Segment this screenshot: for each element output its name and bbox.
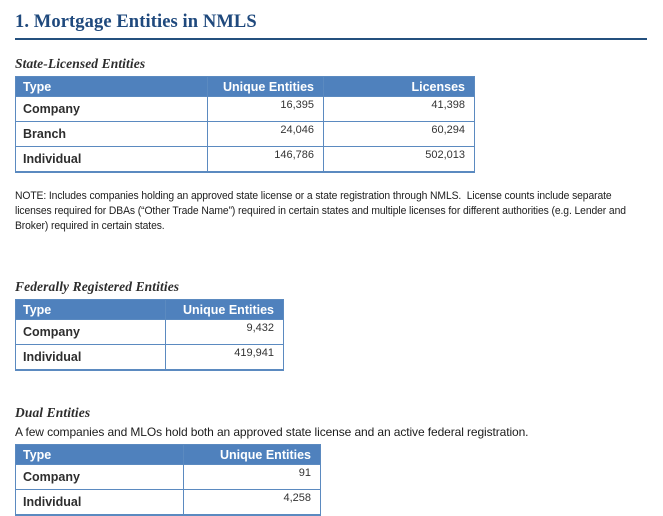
unique-entities-value: 419,941 [165,344,284,371]
table-row: Branch 24,046 60,294 [15,121,475,147]
column-header-unique-entities: Unique Entities [165,299,284,320]
dual-entities-intro: A few companies and MLOs hold both an ap… [15,425,529,439]
state-licensed-table: Type Unique Entities Licenses Company 16… [15,76,475,173]
unique-entities-value: 146,786 [207,146,324,173]
row-label: Individual [15,146,208,173]
table-header-row: Type Unique Entities [15,444,321,465]
column-header-type: Type [15,76,208,97]
row-label: Company [15,319,166,345]
unique-entities-value: 91 [183,464,321,490]
section-heading-federally-registered: Federally Registered Entities [15,279,180,294]
page-title: 1. Mortgage Entities in NMLS [15,12,647,40]
unique-entities-value: 16,395 [207,96,324,122]
licenses-value: 60,294 [323,121,475,147]
unique-entities-value: 9,432 [165,319,284,345]
row-label: Individual [15,489,184,516]
section-heading-state-licensed: State-Licensed Entities [15,56,146,71]
row-label: Branch [15,121,208,147]
table-row: Company 16,395 41,398 [15,96,475,122]
table-header-row: Type Unique Entities [15,299,284,320]
licenses-value: 502,013 [323,146,475,173]
row-label: Company [15,464,184,490]
table-row: Individual 419,941 [15,344,284,371]
section-heading-dual-entities: Dual Entities [15,405,91,420]
dual-entities-table: Type Unique Entities Company 91 Individu… [15,444,321,516]
unique-entities-value: 4,258 [183,489,321,516]
row-label: Company [15,96,208,122]
table-row: Company 91 [15,464,321,490]
column-header-type: Type [15,444,184,465]
federally-registered-table: Type Unique Entities Company 9,432 Indiv… [15,299,284,371]
row-label: Individual [15,344,166,371]
table-row: Individual 4,258 [15,489,321,516]
table-row: Company 9,432 [15,319,284,345]
licenses-value: 41,398 [323,96,475,122]
column-header-unique-entities: Unique Entities [183,444,321,465]
column-header-licenses: Licenses [323,76,475,97]
table-header-row: Type Unique Entities Licenses [15,76,475,97]
column-header-unique-entities: Unique Entities [207,76,324,97]
column-header-type: Type [15,299,166,320]
table-row: Individual 146,786 502,013 [15,146,475,173]
state-license-note: NOTE: Includes companies holding an appr… [15,190,629,232]
unique-entities-value: 24,046 [207,121,324,147]
